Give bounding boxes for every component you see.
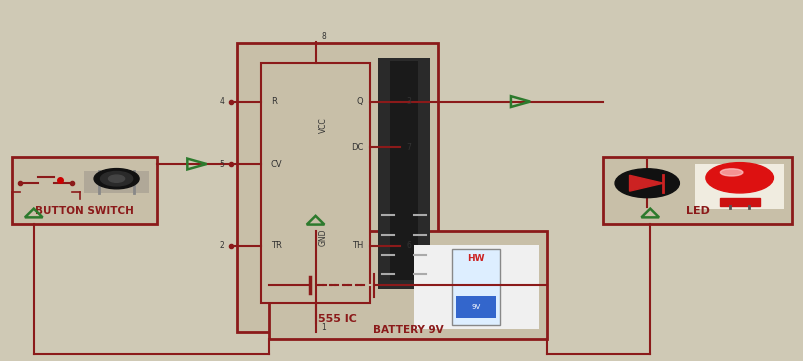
Text: LED: LED <box>685 206 708 216</box>
Text: 1: 1 <box>321 323 325 332</box>
Text: BATTERY 9V: BATTERY 9V <box>373 325 442 335</box>
Bar <box>456 296 496 318</box>
Bar <box>719 198 759 206</box>
Text: TH: TH <box>352 241 363 250</box>
Text: 5: 5 <box>219 160 224 169</box>
Bar <box>602 157 791 224</box>
Text: 4: 4 <box>219 97 224 106</box>
Text: 3: 3 <box>406 97 411 106</box>
Circle shape <box>100 171 132 186</box>
Bar <box>269 231 546 339</box>
Ellipse shape <box>719 169 742 176</box>
Bar <box>84 171 149 193</box>
Text: 8: 8 <box>321 32 325 40</box>
Text: 9V: 9V <box>471 304 480 310</box>
Circle shape <box>94 169 139 189</box>
Bar <box>451 249 499 325</box>
Text: Q: Q <box>357 97 363 106</box>
Text: 555 IC: 555 IC <box>318 314 357 325</box>
Bar <box>389 61 418 280</box>
Text: TR: TR <box>271 241 282 250</box>
Text: HW: HW <box>467 254 484 262</box>
Bar <box>237 43 438 332</box>
Bar <box>695 164 783 209</box>
Bar <box>414 245 538 329</box>
Bar <box>12 157 157 224</box>
Circle shape <box>705 162 772 193</box>
Bar <box>261 63 369 303</box>
Polygon shape <box>629 175 662 191</box>
Text: BUTTON SWITCH: BUTTON SWITCH <box>35 206 133 216</box>
Circle shape <box>614 169 679 198</box>
Text: R: R <box>271 97 276 106</box>
Bar <box>377 58 430 289</box>
Text: 7: 7 <box>406 143 411 152</box>
Circle shape <box>108 175 124 182</box>
Text: GND: GND <box>319 229 328 246</box>
Text: VCC: VCC <box>319 118 328 133</box>
Text: DC: DC <box>351 143 363 152</box>
Text: 6: 6 <box>406 241 411 250</box>
Text: 2: 2 <box>219 241 224 250</box>
Text: CV: CV <box>271 160 282 169</box>
